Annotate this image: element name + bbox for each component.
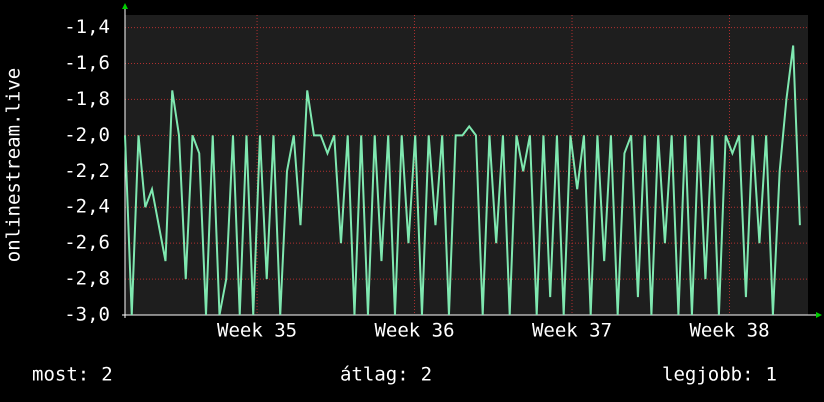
- y-tick-label: -3,0: [64, 304, 110, 326]
- y-tick-label: -2,2: [64, 160, 110, 182]
- y-tick-label: -1,8: [64, 88, 110, 110]
- y-tick-label: -2,0: [64, 124, 110, 146]
- legend-label: átlag:: [340, 364, 409, 386]
- x-tick-label: Week 38: [689, 320, 769, 342]
- legend-label: most:: [32, 364, 89, 386]
- x-tick-label: Week 37: [532, 320, 612, 342]
- y-tick-label: -1,6: [64, 52, 110, 74]
- axis-arrow: [122, 3, 128, 9]
- data-line: [124, 45, 801, 316]
- legend-value: 2: [101, 364, 112, 386]
- legend-value: 1: [766, 364, 777, 386]
- x-tick-label: Week 36: [374, 320, 454, 342]
- legend-label: legjobb:: [662, 364, 754, 386]
- y-tick-label: -2,8: [64, 268, 110, 290]
- y-tick-label: -2,6: [64, 232, 110, 254]
- x-tick-label: Week 35: [217, 320, 297, 342]
- y-tick-label: -2,4: [64, 196, 110, 218]
- y-tick-label: -1,4: [64, 16, 110, 38]
- axis-arrow: [816, 312, 822, 318]
- y-axis-label: onlinestream.live: [3, 68, 25, 262]
- legend-value: 2: [421, 364, 432, 386]
